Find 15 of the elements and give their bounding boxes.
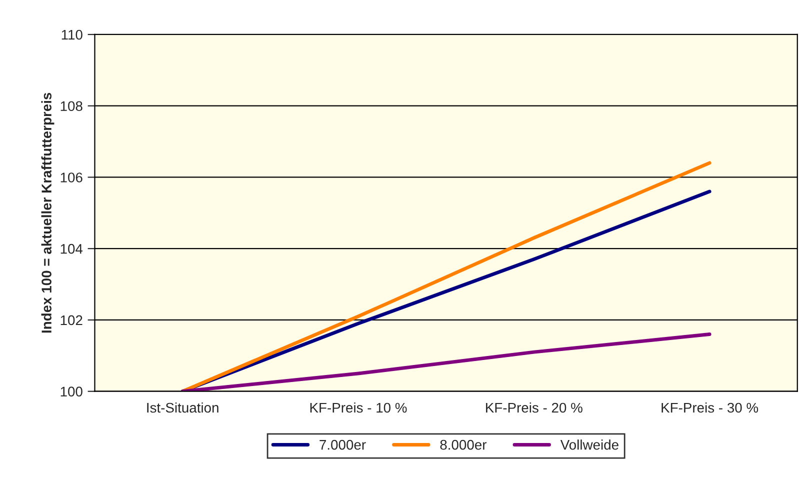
y-tick-label: 108 [60,101,82,112]
legend-label: 8.000er [440,440,487,450]
x-tick-label: Ist-Situation [147,402,218,413]
y-tick-label: 104 [60,244,83,254]
x-tick-label: KF-Preis - 10 % [310,402,407,413]
legend-label: 7.000er [320,440,366,450]
y-tick-label: 102 [60,315,82,326]
y-axis-title: Index 100 = aktueller Kraftfutterpreis [41,92,54,333]
x-tick-label: KF-Preis - 30 % [662,402,758,413]
y-tick-label: 110 [62,30,82,40]
legend-label: Vollweide [560,440,618,450]
line-series [180,332,712,392]
y-tick-label: 106 [60,172,82,182]
y-tick-label: 100 [60,386,82,397]
x-tick-label: KF-Preis - 20 % [486,402,582,413]
